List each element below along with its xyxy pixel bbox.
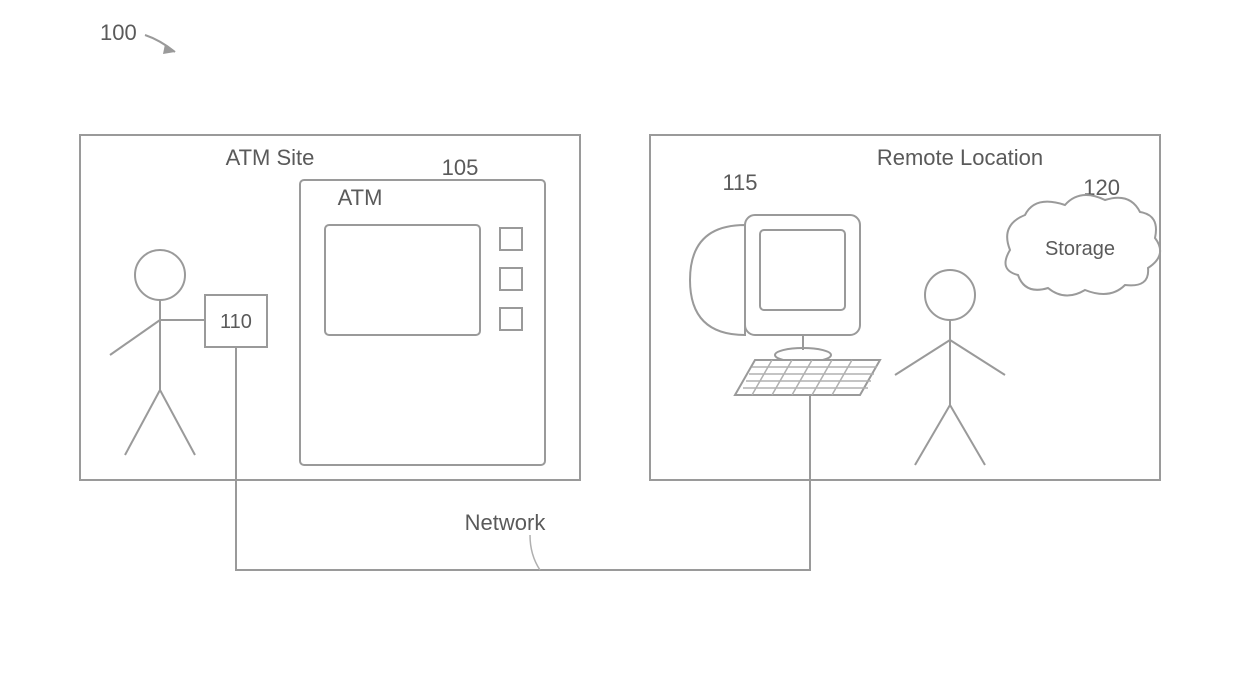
network-label: Network bbox=[465, 510, 547, 535]
atm-btn-3 bbox=[500, 308, 522, 330]
atm-site-title: ATM Site bbox=[226, 145, 315, 170]
fig-ref-arrowhead bbox=[163, 44, 175, 54]
computer-icon bbox=[690, 215, 880, 395]
network-line bbox=[236, 347, 810, 570]
storage-ref: 120 bbox=[1083, 175, 1120, 200]
fig-ref-label: 100 bbox=[100, 20, 137, 45]
atm-label: ATM bbox=[338, 185, 383, 210]
atm-screen bbox=[325, 225, 480, 335]
computer-ref: 115 bbox=[722, 170, 757, 195]
stick-figure-left bbox=[110, 250, 210, 455]
remote-title: Remote Location bbox=[877, 145, 1043, 170]
atm-btn-2 bbox=[500, 268, 522, 290]
network-leader bbox=[530, 535, 540, 570]
atm-outer bbox=[300, 180, 545, 465]
storage-label: Storage bbox=[1045, 238, 1115, 260]
device-ref: 110 bbox=[220, 311, 252, 333]
atm-btn-1 bbox=[500, 228, 522, 250]
patent-figure: 100 ATM Site ATM 105 110 Remote Location… bbox=[0, 0, 1240, 673]
stick-figure-right bbox=[895, 270, 1005, 465]
atm-ref: 105 bbox=[442, 155, 479, 180]
